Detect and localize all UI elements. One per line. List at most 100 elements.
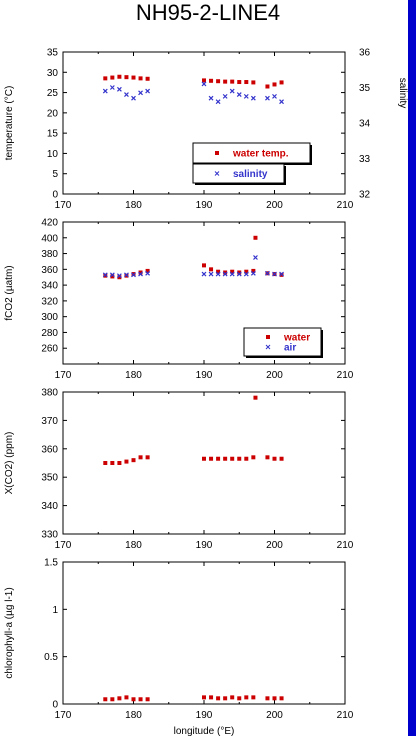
data-point (202, 78, 206, 83)
x-tick-label: 170 (55, 710, 72, 721)
data-point (124, 459, 129, 464)
legend-box (192, 142, 311, 164)
legend-marker (266, 335, 270, 339)
y-axis-label: temperature (°C) (4, 86, 15, 161)
y2-tick-label: 34 (359, 119, 371, 130)
data-point (102, 272, 108, 278)
y-tick-label: 260 (41, 344, 58, 355)
data-point (237, 696, 242, 701)
data-point (138, 271, 143, 277)
data-point (145, 270, 151, 276)
data-point (243, 271, 249, 277)
y-tick-label: 5 (52, 169, 58, 180)
legend-label: salinity (233, 169, 268, 180)
data-point (279, 271, 284, 277)
y-axis-label: fCO2 (µatm) (4, 265, 15, 320)
data-point (250, 270, 256, 276)
data-point (279, 99, 284, 105)
data-point (117, 275, 122, 280)
data-point (138, 455, 143, 460)
y-axis-label: X(CO2) (ppm) (4, 432, 15, 495)
legend-marker (214, 171, 220, 176)
data-point (208, 95, 214, 101)
data-point (209, 695, 214, 700)
x-tick-label: 210 (337, 370, 354, 381)
data-point (208, 271, 214, 277)
data-point (124, 695, 129, 700)
data-point (138, 697, 143, 702)
data-point (236, 92, 242, 98)
data-point (215, 271, 221, 277)
data-point (110, 461, 115, 465)
y-tick-label: 0.5 (44, 652, 58, 663)
data-point (202, 456, 206, 461)
data-point (109, 85, 115, 90)
data-point (223, 456, 228, 461)
data-point (216, 269, 221, 274)
data-point (145, 88, 151, 94)
legend-label: air (284, 343, 296, 354)
data-point (145, 76, 150, 81)
data-point (272, 82, 277, 87)
y2-tick-label: 33 (359, 154, 371, 165)
data-point (251, 80, 256, 85)
x-tick-label: 170 (55, 200, 72, 211)
legend-label: water (283, 333, 310, 344)
data-point (110, 697, 115, 702)
data-point (117, 74, 122, 79)
data-point (202, 263, 206, 268)
y-tick-label: 330 (41, 530, 58, 541)
data-point (109, 272, 115, 278)
data-point (244, 80, 249, 85)
x-tick-label: 190 (196, 540, 213, 551)
data-point (253, 235, 258, 240)
data-point (250, 95, 256, 101)
data-point (272, 696, 277, 701)
data-point (222, 93, 228, 99)
legend-marker (215, 151, 219, 155)
y-tick-label: 370 (41, 416, 58, 427)
legend-marker (265, 344, 271, 350)
y-tick-label: 320 (41, 296, 58, 307)
data-point (244, 269, 249, 274)
data-point (103, 697, 108, 702)
data-point (272, 456, 277, 461)
data-point (265, 84, 270, 89)
data-point (138, 90, 143, 96)
data-point (131, 75, 136, 80)
data-point (223, 696, 228, 701)
x-tick-label: 190 (196, 200, 213, 211)
x-tick-label: 210 (337, 540, 354, 551)
x-tick-label: 180 (125, 370, 142, 381)
data-point (265, 95, 270, 101)
y-tick-label: 10 (47, 149, 59, 160)
y-tick-label: 280 (41, 328, 58, 339)
y-tick-label: 1 (52, 605, 58, 616)
x-tick-label: 170 (55, 540, 72, 551)
data-point (215, 99, 221, 105)
accent-side-bar (408, 0, 416, 736)
data-point (116, 273, 122, 279)
data-point (223, 270, 228, 275)
data-point (237, 456, 242, 461)
data-point (230, 269, 235, 274)
data-point (265, 696, 270, 701)
y-tick-label: 20 (47, 108, 59, 119)
data-point (131, 95, 136, 101)
data-point (103, 461, 108, 465)
data-point (229, 271, 235, 277)
y-tick-label: 30 (47, 68, 59, 79)
plot-frame (62, 561, 346, 705)
data-point (223, 79, 228, 84)
data-point (138, 270, 143, 275)
y2-tick-label: 36 (359, 48, 371, 59)
data-point (243, 93, 249, 99)
data-point (236, 271, 242, 277)
data-point (145, 697, 150, 702)
data-point (244, 456, 249, 461)
y-tick-label: 380 (41, 388, 58, 399)
data-point (110, 75, 115, 80)
data-point (272, 271, 277, 277)
y-axis-label: chlorophyll-a (µg l-1) (4, 587, 15, 678)
